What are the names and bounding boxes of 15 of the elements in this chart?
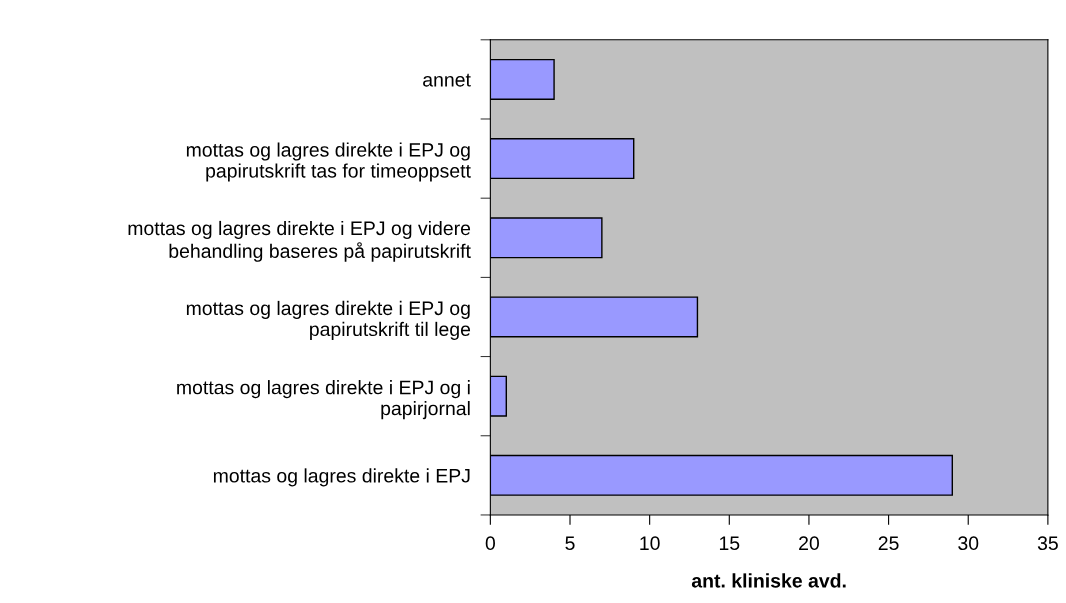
y-tick-label: mottas og lagres direkte i EPJ og i papirjornal bbox=[177, 380, 470, 420]
x-axis-title: ant. kliniske avd. bbox=[691, 573, 846, 588]
x-tick-label: 30 bbox=[958, 536, 979, 551]
x-tick-label: 0 bbox=[485, 536, 496, 551]
x-tick-label: 25 bbox=[878, 536, 899, 551]
y-tick-label: annet bbox=[423, 73, 471, 87]
x-tick-label: 5 bbox=[565, 536, 575, 551]
y-tick-label: mottas og lagres direkte i EPJ og papirutskrift tas for timeoppsett bbox=[186, 142, 471, 182]
x-tick-label: 20 bbox=[799, 536, 819, 551]
x-tick-label: 15 bbox=[719, 536, 740, 551]
x-tick-label: 35 bbox=[1037, 536, 1058, 551]
y-tick-label: mottas og lagres direkte i EPJ bbox=[213, 468, 470, 487]
y-tick-label: mottas og lagres direkte i EPJ og videre behandling baseres på papirutskrift bbox=[128, 220, 471, 262]
x-tick-label: 10 bbox=[640, 536, 660, 551]
y-tick-label: mottas og lagres direkte i EPJ og papirutskrift til lege bbox=[186, 300, 471, 340]
